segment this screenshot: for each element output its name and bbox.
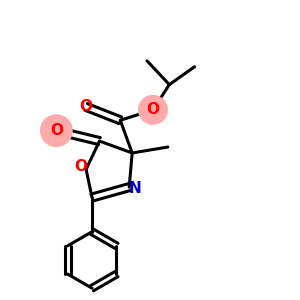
Text: O: O <box>80 99 93 114</box>
Circle shape <box>41 115 72 146</box>
Circle shape <box>139 96 167 124</box>
Text: N: N <box>128 181 141 196</box>
Text: O: O <box>74 159 87 174</box>
Text: O: O <box>146 102 160 117</box>
Text: O: O <box>50 123 63 138</box>
